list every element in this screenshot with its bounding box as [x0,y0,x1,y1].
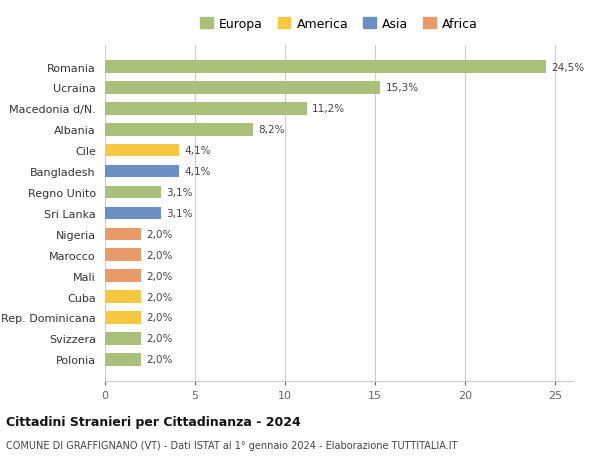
Text: 2,0%: 2,0% [146,334,173,344]
Text: 2,0%: 2,0% [146,292,173,302]
Text: 2,0%: 2,0% [146,230,173,239]
Bar [105,291,141,303]
Bar [105,207,161,220]
Text: 11,2%: 11,2% [312,104,345,114]
Bar [105,103,307,115]
Text: 2,0%: 2,0% [146,354,173,364]
Bar [105,270,141,282]
Bar [105,312,141,324]
Text: 2,0%: 2,0% [146,250,173,260]
Bar [105,124,253,136]
Text: 4,1%: 4,1% [184,146,211,156]
Bar [105,353,141,366]
Text: 4,1%: 4,1% [184,167,211,177]
Text: 3,1%: 3,1% [166,188,193,197]
Text: Cittadini Stranieri per Cittadinanza - 2024: Cittadini Stranieri per Cittadinanza - 2… [6,415,301,428]
Text: 8,2%: 8,2% [258,125,284,135]
Bar [105,228,141,241]
Text: 15,3%: 15,3% [386,83,419,93]
Bar [105,165,179,178]
Bar [105,186,161,199]
Text: 2,0%: 2,0% [146,271,173,281]
Legend: Europa, America, Asia, Africa: Europa, America, Asia, Africa [197,15,481,33]
Bar [105,249,141,262]
Bar [105,145,179,157]
Text: COMUNE DI GRAFFIGNANO (VT) - Dati ISTAT al 1° gennaio 2024 - Elaborazione TUTTIT: COMUNE DI GRAFFIGNANO (VT) - Dati ISTAT … [6,440,458,450]
Bar [105,61,546,73]
Bar [105,332,141,345]
Text: 2,0%: 2,0% [146,313,173,323]
Text: 24,5%: 24,5% [551,62,584,73]
Bar [105,82,380,95]
Text: 3,1%: 3,1% [166,208,193,218]
